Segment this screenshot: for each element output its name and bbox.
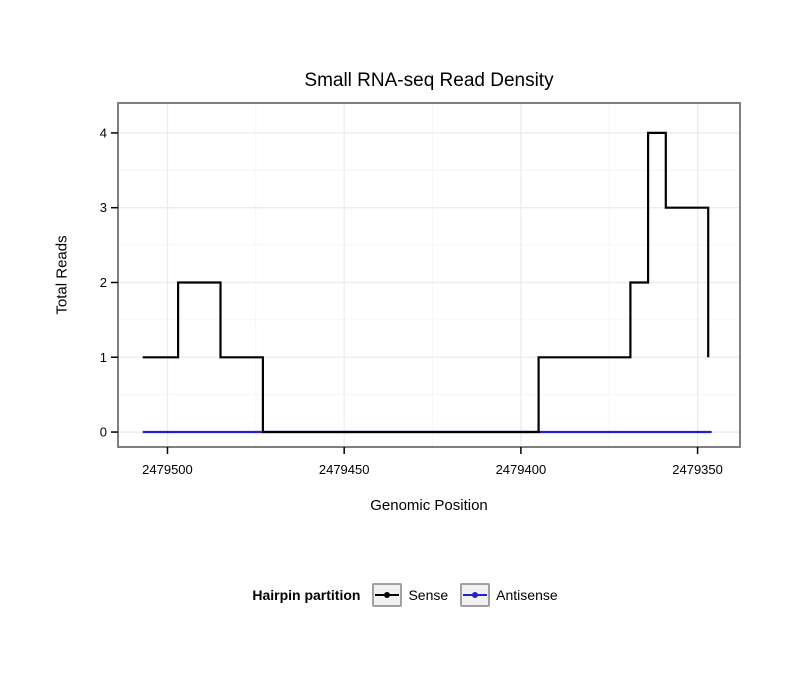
- legend: Hairpin partition Sense Antisense: [0, 583, 810, 607]
- svg-text:4: 4: [100, 125, 107, 140]
- legend-item-sense: Sense: [372, 583, 448, 607]
- y-axis-label: Total Reads: [53, 235, 71, 315]
- svg-text:2479350: 2479350: [672, 462, 723, 477]
- sense-key-icon: [372, 583, 403, 607]
- legend-title: Hairpin partition: [252, 587, 361, 603]
- x-axis-label: Genomic Position: [370, 497, 488, 514]
- svg-text:2479450: 2479450: [319, 462, 370, 477]
- antisense-key-icon: [460, 583, 491, 607]
- svg-text:2479500: 2479500: [142, 462, 193, 477]
- svg-text:2479400: 2479400: [496, 462, 547, 477]
- legend-label-antisense: Antisense: [496, 587, 558, 603]
- svg-text:0: 0: [100, 425, 107, 440]
- legend-label-sense: Sense: [408, 587, 449, 603]
- chart-title: Small RNA-seq Read Density: [304, 70, 554, 91]
- svg-text:3: 3: [100, 200, 107, 215]
- svg-text:1: 1: [100, 350, 107, 365]
- svg-text:2: 2: [100, 275, 107, 290]
- legend-item-antisense: Antisense: [460, 583, 558, 607]
